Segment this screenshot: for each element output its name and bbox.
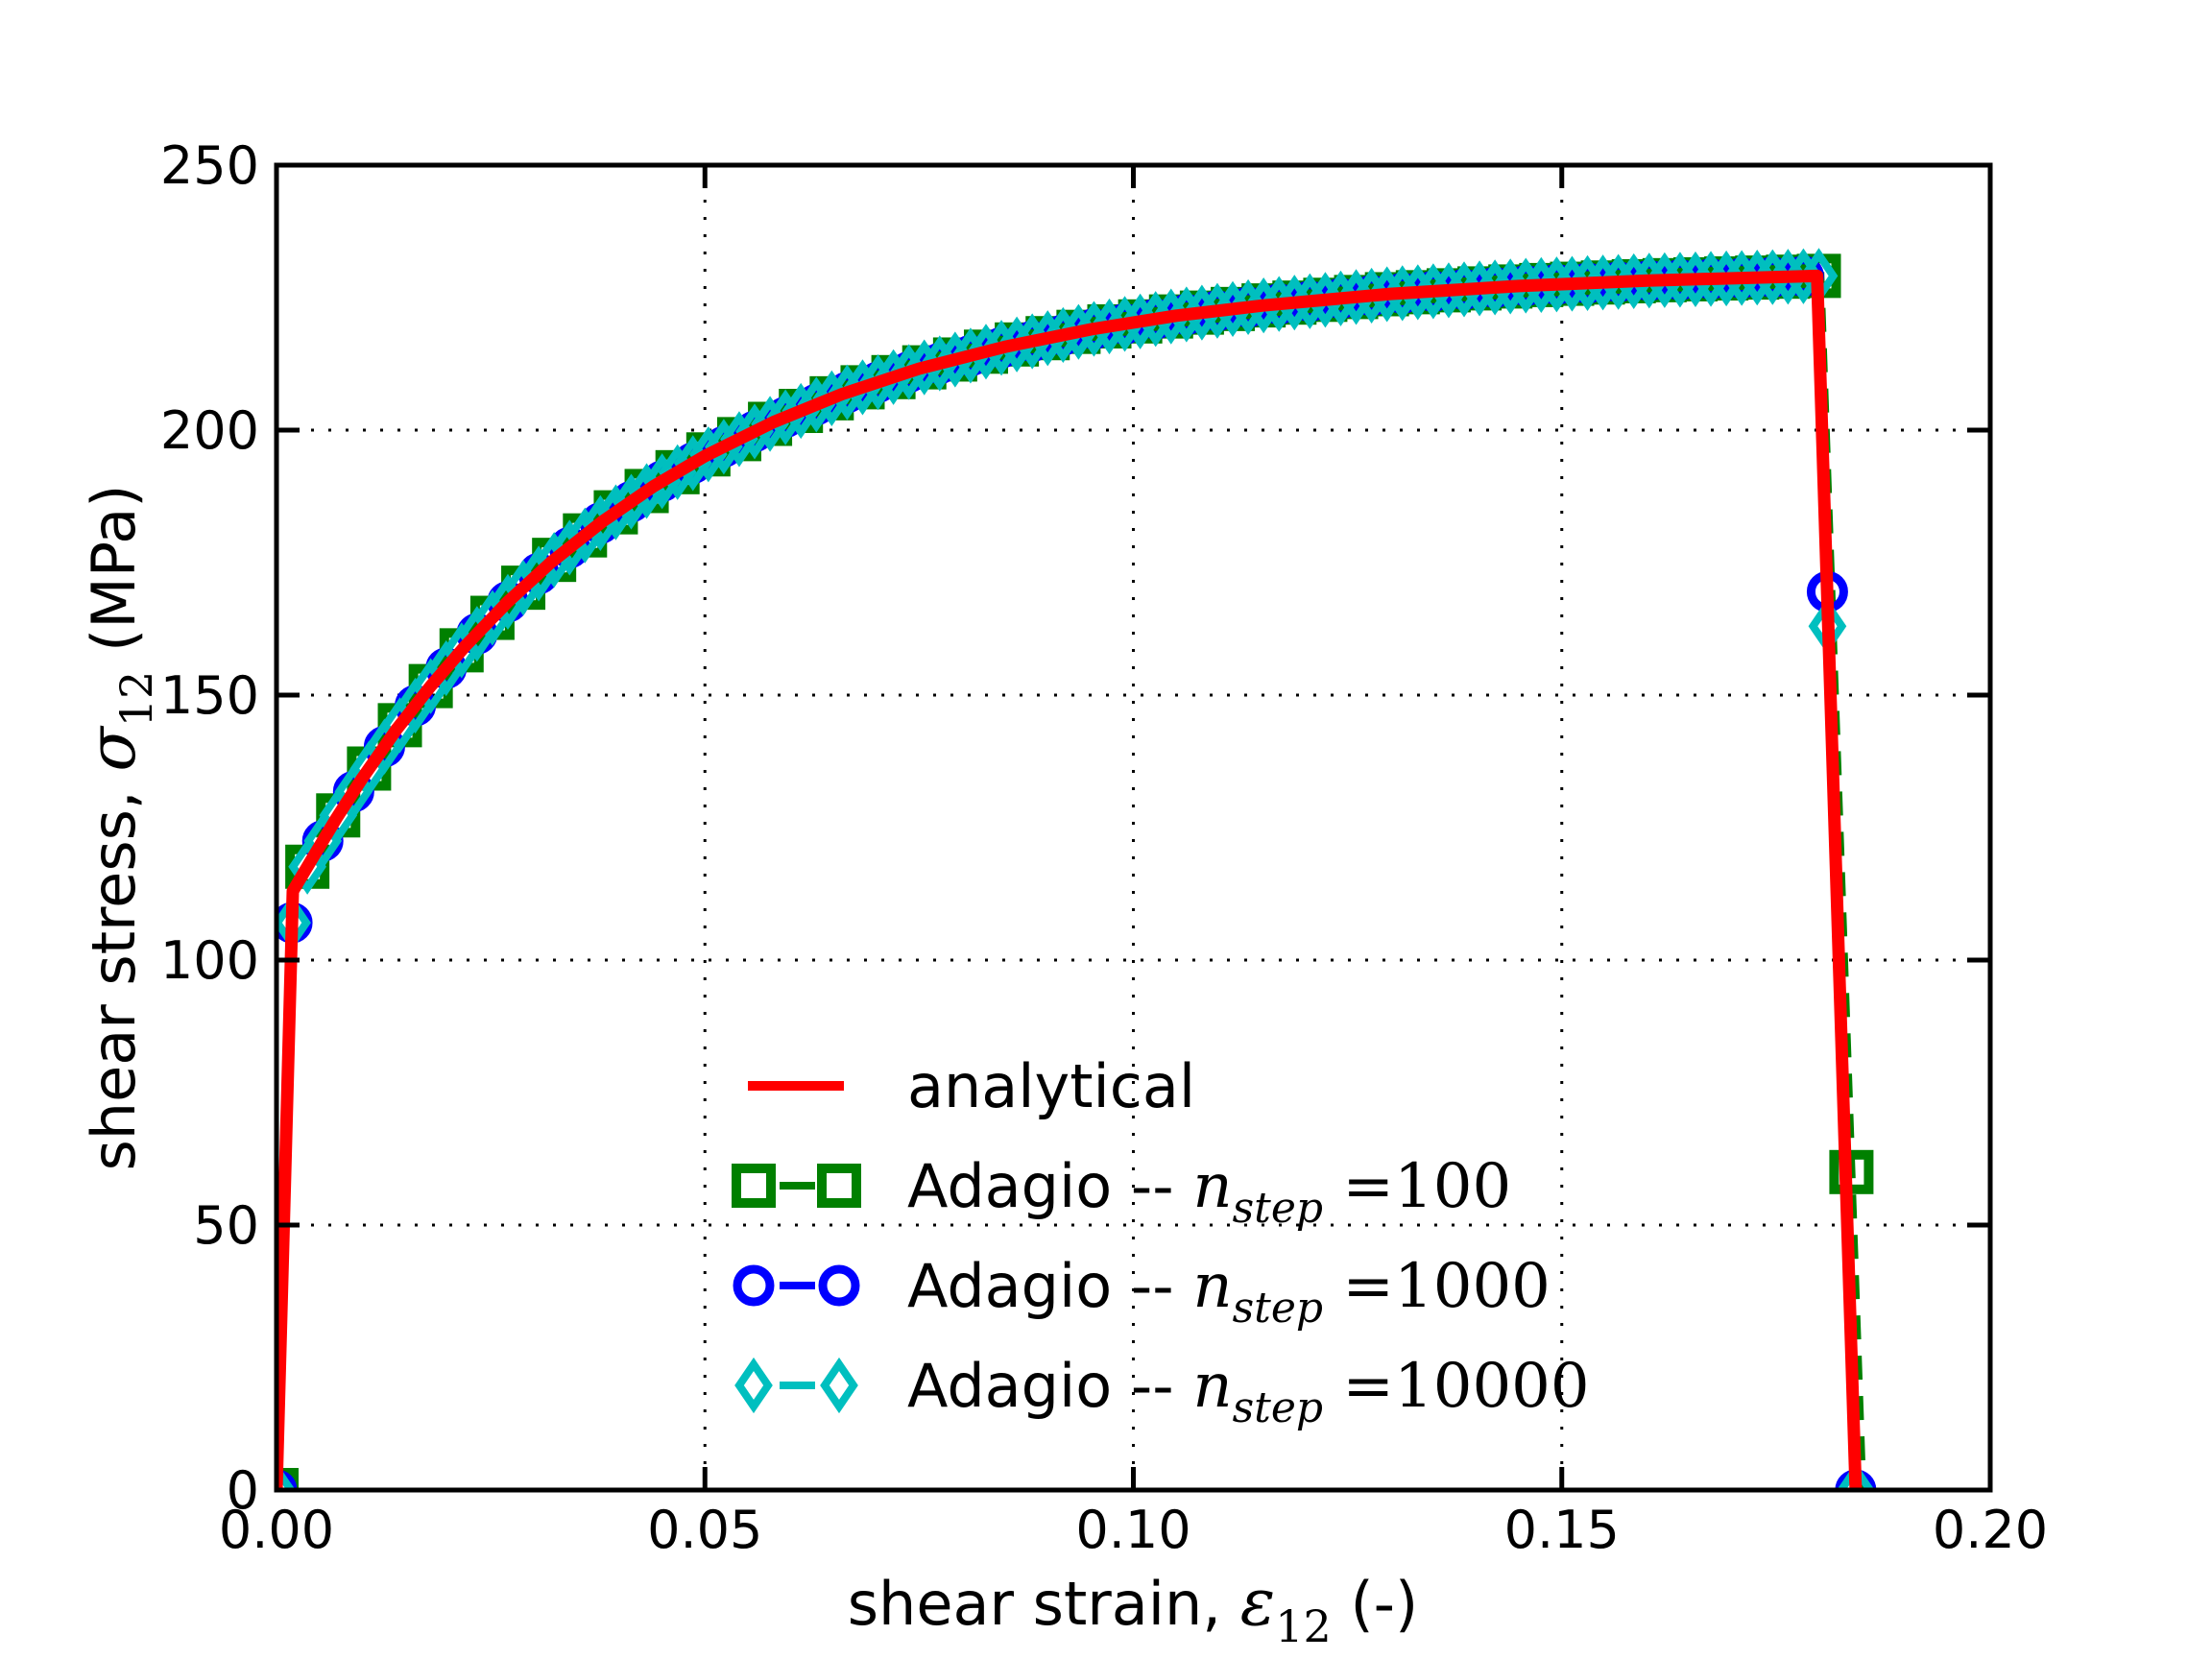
x-axis-label-unit: (-) bbox=[1332, 1569, 1418, 1639]
diamond-marker bbox=[276, 1461, 296, 1490]
legend-diamond-marker bbox=[734, 1357, 773, 1414]
x-tick-label: 0.10 bbox=[1075, 1500, 1190, 1560]
legend-label-adagio-1000: Adagio -- nstep =1000 bbox=[907, 1251, 1551, 1333]
y-tick-label: 150 bbox=[160, 665, 259, 726]
y-tick-label: 100 bbox=[160, 930, 259, 991]
y-axis-label-subscript: 12 bbox=[110, 671, 162, 728]
epsilon-symbol: ε bbox=[1240, 1565, 1276, 1641]
legend-label-adagio-100: Adagio -- nstep =100 bbox=[907, 1151, 1511, 1233]
y-axis-label-text: shear stress, bbox=[79, 772, 149, 1171]
x-axis-label-subscript: 12 bbox=[1275, 1600, 1332, 1652]
legend: analytical Adagio -- nstep =100 Adagio -… bbox=[732, 1051, 1590, 1432]
legend-circle-marker bbox=[733, 1264, 775, 1307]
x-axis-label-text: shear strain, bbox=[848, 1569, 1240, 1639]
y-tick-label: 200 bbox=[160, 400, 259, 461]
x-tick-label: 0.05 bbox=[647, 1500, 762, 1560]
legend-circle-marker bbox=[818, 1264, 860, 1307]
legend-handles bbox=[732, 1081, 861, 1414]
x-tick-label: 0.00 bbox=[219, 1500, 334, 1560]
analytical-curve-layer bbox=[276, 269, 1863, 1490]
y-axis-label-unit: (MPa) bbox=[79, 485, 149, 671]
tick-label-layer: 0.00 0.05 0.10 0.15 0.20 0 50 100 150 200 250 bbox=[160, 135, 2048, 1560]
axes-layer bbox=[274, 162, 1993, 1493]
y-axis-label: shear stress, σ12 (MPa) bbox=[75, 485, 162, 1171]
legend-label-analytical: analytical bbox=[907, 1051, 1195, 1121]
legend-diamond-marker bbox=[820, 1357, 858, 1414]
legend-square-marker bbox=[732, 1164, 776, 1208]
y-tick-label: 250 bbox=[160, 135, 259, 196]
x-tick-label: 0.20 bbox=[1933, 1500, 2048, 1560]
sigma-symbol: σ bbox=[75, 726, 151, 772]
curve-analytical bbox=[276, 269, 1863, 1490]
marker-layer bbox=[276, 248, 1877, 1490]
y-tick-label: 0 bbox=[227, 1460, 259, 1521]
legend-square-marker bbox=[817, 1164, 861, 1208]
y-tick-label: 50 bbox=[193, 1195, 259, 1256]
x-tick-label: 0.15 bbox=[1504, 1500, 1620, 1560]
legend-label-adagio-10000: Adagio -- nstep =10000 bbox=[907, 1351, 1590, 1432]
x-axis-label: shear strain, ε12 (-) bbox=[848, 1565, 1418, 1652]
diamond-marker bbox=[1837, 1461, 1875, 1490]
